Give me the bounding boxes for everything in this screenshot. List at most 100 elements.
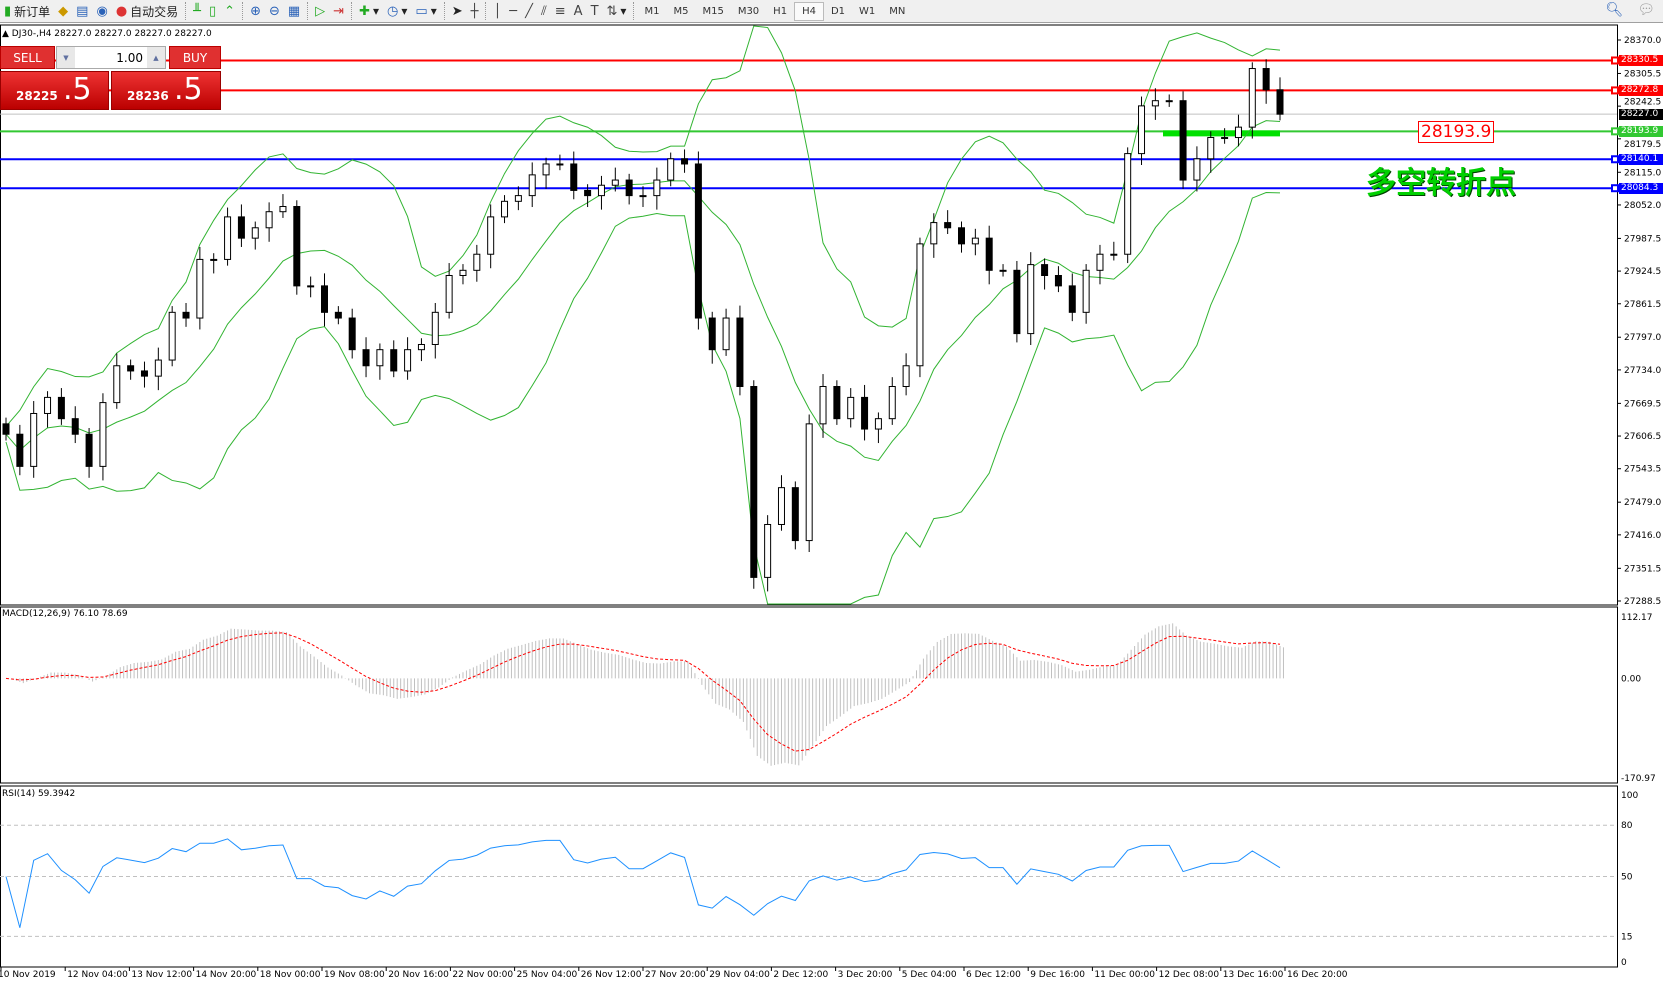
price-pane [0, 24, 1618, 606]
sell-price-button[interactable]: 28225 .5 [0, 71, 109, 110]
candle [237, 204, 245, 247]
periods-button[interactable]: ◷ ▾ [387, 3, 408, 19]
lot-value[interactable]: 1.00 [116, 50, 143, 65]
candle-body [584, 189, 592, 197]
candle [1096, 244, 1104, 285]
candle-body [417, 343, 425, 351]
tile-windows-button[interactable]: ▦ [284, 1, 304, 22]
line-handle [1611, 184, 1619, 193]
bar-chart-icon: ╨ [193, 3, 201, 19]
auto-trading-button[interactable]: ● 自动交易 [115, 3, 179, 19]
candle [140, 361, 148, 388]
candle-body [265, 211, 273, 229]
auto-scroll-button[interactable]: ▷ [311, 1, 329, 22]
lot-size-input[interactable]: ▼ 1.00 ▲ [56, 46, 166, 69]
candle-body [334, 311, 342, 319]
new-order-button[interactable]: ▮ 新订单 [4, 3, 51, 19]
timeframe-m5[interactable]: M5 [673, 5, 689, 17]
horizontal-line-button[interactable]: ─ [505, 1, 521, 22]
candle [694, 151, 702, 330]
time-label: 13 Nov 12:00 [131, 970, 193, 980]
timeframe-w1[interactable]: W1 [859, 5, 876, 17]
price-tick-label: 27987.5 [1624, 234, 1661, 244]
templates-icon: ▭ [415, 3, 428, 19]
cursor-button[interactable]: ➤ [448, 1, 467, 22]
macd-axis-label: -170.97 [1621, 774, 1656, 784]
zoom-in-button[interactable]: ⊕ [246, 1, 265, 22]
equidistant-channel-button[interactable]: ⫽ [537, 1, 551, 22]
annotation-text[interactable]: 多空转折点 [1366, 166, 1516, 201]
vertical-line-button[interactable]: │ [489, 1, 505, 22]
candle-body [1234, 126, 1242, 139]
candle-body [1041, 264, 1049, 277]
timeframe-m30[interactable]: M30 [737, 5, 760, 17]
arrows-button[interactable]: ⇅ ▾ [606, 3, 627, 19]
candle-body [501, 200, 509, 218]
timeframe-m1[interactable]: M1 [644, 5, 660, 17]
price-tag: 28140.1 [1619, 153, 1663, 165]
candlestick-button[interactable]: ▯ [205, 1, 220, 22]
candle [791, 481, 799, 550]
navigator-button[interactable]: ▤ [72, 1, 92, 22]
line-handle [1611, 127, 1619, 136]
candle [196, 246, 204, 330]
zoom-out-button[interactable]: ⊖ [265, 1, 284, 22]
timeframe-h4[interactable]: H4 [794, 1, 824, 21]
timeframe-d1[interactable]: D1 [830, 5, 846, 17]
chat-icon[interactable]: 💬︎ [1637, 2, 1655, 18]
signals-button[interactable]: ◉ [92, 1, 111, 22]
sell-button[interactable]: SELL [0, 46, 55, 69]
candle [1110, 241, 1118, 261]
timeframe-h1[interactable]: H1 [773, 5, 788, 17]
macd-signal-line [5, 632, 1281, 752]
timeframe-mn[interactable]: MN [889, 5, 906, 17]
candle-body [597, 184, 605, 197]
fibonacci-icon: ≡ [554, 3, 566, 19]
candle [1138, 96, 1146, 166]
candle [265, 202, 273, 242]
trendline-button[interactable]: ╱ [521, 1, 537, 22]
candle-body [16, 433, 24, 467]
lot-increase-button[interactable]: ▲ [147, 47, 165, 68]
text-button[interactable]: A [570, 1, 587, 22]
timeframe-m15[interactable]: M15 [702, 5, 724, 17]
templates-button[interactable]: ▭ ▾ [415, 3, 437, 19]
indicators-button[interactable]: ✚ ▾ [359, 3, 380, 19]
candle [750, 380, 758, 589]
crosshair-button[interactable]: ┼ [467, 1, 483, 22]
price-tag: 28330.5 [1619, 54, 1663, 66]
fibonacci-button[interactable]: ≡ [551, 1, 570, 22]
toolbar-divider [633, 2, 635, 20]
line-chart-button[interactable]: ⌃ [220, 1, 239, 22]
price-tick-label: 27543.5 [1624, 465, 1661, 475]
candle-body [653, 179, 661, 197]
market-watch-icon: ◆ [58, 3, 69, 19]
candle [1151, 88, 1159, 120]
rsi-line [5, 838, 1281, 928]
candle-body [71, 418, 79, 435]
bar-chart-button[interactable]: ╨ [189, 1, 205, 22]
line-handle [1611, 155, 1619, 164]
candle [501, 195, 509, 224]
text-label-button[interactable]: T [587, 1, 603, 22]
candle [611, 167, 619, 192]
new-order-icon: ▮ [4, 3, 12, 19]
search-icon[interactable]: 🔍︎ [1605, 2, 1624, 18]
chart-shift-button[interactable]: ⇥ [329, 1, 348, 22]
candle [847, 388, 855, 428]
candle [376, 343, 384, 380]
annotation-price-label[interactable]: 28193.9 [1418, 121, 1495, 143]
candle [445, 263, 453, 319]
horizontal-line-icon: ─ [509, 3, 518, 19]
buy-price-button[interactable]: 28236 .5 [111, 71, 221, 110]
bid-price-pips: .5 [63, 72, 92, 107]
market-watch-button[interactable]: ◆ [54, 1, 72, 22]
candle-body [1207, 137, 1215, 160]
price-tick-label: 27924.5 [1624, 267, 1661, 277]
candle [168, 306, 176, 367]
lot-decrease-button[interactable]: ▼ [57, 47, 75, 68]
text-label-icon: T [590, 3, 599, 19]
price-tick-label: 27416.0 [1624, 531, 1661, 541]
buy-button[interactable]: BUY [169, 46, 221, 69]
